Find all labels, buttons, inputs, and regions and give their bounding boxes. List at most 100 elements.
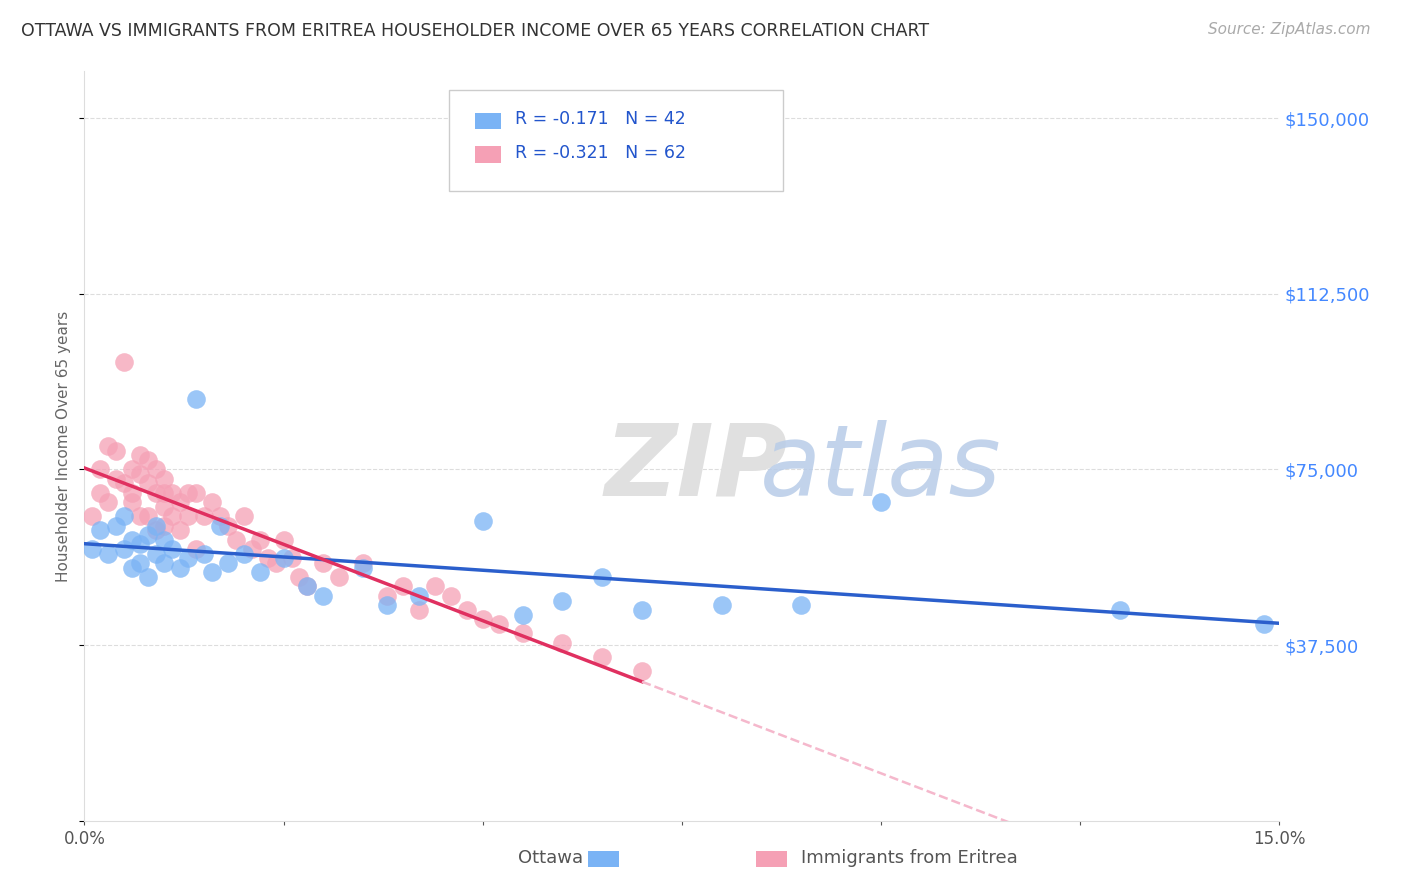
Text: ZIP: ZIP <box>605 420 787 517</box>
Point <box>512 626 534 640</box>
Point <box>145 518 167 533</box>
Point <box>631 664 654 678</box>
Point <box>471 514 494 528</box>
Point <box>145 547 167 561</box>
Point <box>201 566 224 580</box>
Point <box>217 556 239 570</box>
Point <box>153 518 176 533</box>
Point <box>631 603 654 617</box>
Point <box>82 542 104 557</box>
Point <box>136 476 159 491</box>
FancyBboxPatch shape <box>475 146 502 162</box>
Point <box>153 500 176 514</box>
Point <box>89 485 111 500</box>
Point <box>129 556 152 570</box>
Point <box>249 533 271 547</box>
Point <box>153 533 176 547</box>
Point <box>153 472 176 486</box>
Point <box>129 509 152 524</box>
Text: Source: ZipAtlas.com: Source: ZipAtlas.com <box>1208 22 1371 37</box>
Point <box>121 533 143 547</box>
Point <box>160 485 183 500</box>
Point <box>312 556 335 570</box>
Point <box>225 533 247 547</box>
Text: OTTAWA VS IMMIGRANTS FROM ERITREA HOUSEHOLDER INCOME OVER 65 YEARS CORRELATION C: OTTAWA VS IMMIGRANTS FROM ERITREA HOUSEH… <box>21 22 929 40</box>
Point <box>145 485 167 500</box>
Point <box>129 467 152 482</box>
Point <box>264 556 287 570</box>
Point <box>408 603 430 617</box>
Point <box>145 462 167 476</box>
Point <box>136 570 159 584</box>
Point <box>105 472 128 486</box>
Point <box>375 589 398 603</box>
Point <box>232 509 254 524</box>
Point <box>208 518 231 533</box>
Point <box>112 542 135 557</box>
Point <box>551 593 574 607</box>
Point <box>184 392 207 407</box>
Point <box>121 462 143 476</box>
Point <box>193 509 215 524</box>
Point <box>177 485 200 500</box>
Point <box>288 570 311 584</box>
Point <box>136 528 159 542</box>
Point <box>312 589 335 603</box>
Point <box>153 556 176 570</box>
Point <box>136 453 159 467</box>
Point <box>249 566 271 580</box>
Point <box>97 547 120 561</box>
Point <box>201 495 224 509</box>
Point <box>129 449 152 463</box>
Point <box>240 542 263 557</box>
Point <box>169 561 191 575</box>
Point <box>297 580 319 594</box>
Point <box>1253 617 1275 632</box>
Point <box>184 485 207 500</box>
Point <box>105 443 128 458</box>
Point <box>591 649 613 664</box>
Text: R = -0.321   N = 62: R = -0.321 N = 62 <box>515 144 686 162</box>
Point <box>82 509 104 524</box>
Point <box>184 542 207 557</box>
Point <box>89 462 111 476</box>
Point <box>145 523 167 537</box>
Point <box>280 551 302 566</box>
Point <box>112 476 135 491</box>
Point <box>352 556 374 570</box>
Point <box>710 599 733 613</box>
Point <box>297 580 319 594</box>
Text: atlas: atlas <box>759 420 1001 517</box>
Point <box>256 551 278 566</box>
FancyBboxPatch shape <box>449 90 783 191</box>
Point <box>193 547 215 561</box>
Point <box>591 570 613 584</box>
Point <box>160 509 183 524</box>
Point <box>423 580 446 594</box>
Text: R = -0.171   N = 42: R = -0.171 N = 42 <box>515 111 685 128</box>
Point <box>89 523 111 537</box>
Point <box>456 603 478 617</box>
Point <box>870 495 893 509</box>
Point <box>169 523 191 537</box>
FancyBboxPatch shape <box>475 112 502 129</box>
Point <box>551 635 574 649</box>
Point <box>392 580 415 594</box>
Point <box>112 355 135 369</box>
Point <box>177 509 200 524</box>
Point <box>153 485 176 500</box>
Point <box>105 518 128 533</box>
Point <box>273 533 295 547</box>
Point <box>512 607 534 622</box>
Point <box>790 599 813 613</box>
Point <box>97 495 120 509</box>
Point <box>440 589 463 603</box>
Point <box>121 495 143 509</box>
Point <box>217 518 239 533</box>
Point <box>97 439 120 453</box>
Y-axis label: Householder Income Over 65 years: Householder Income Over 65 years <box>56 310 72 582</box>
Text: Ottawa: Ottawa <box>519 849 583 867</box>
Point <box>177 551 200 566</box>
Point <box>208 509 231 524</box>
Point <box>169 495 191 509</box>
